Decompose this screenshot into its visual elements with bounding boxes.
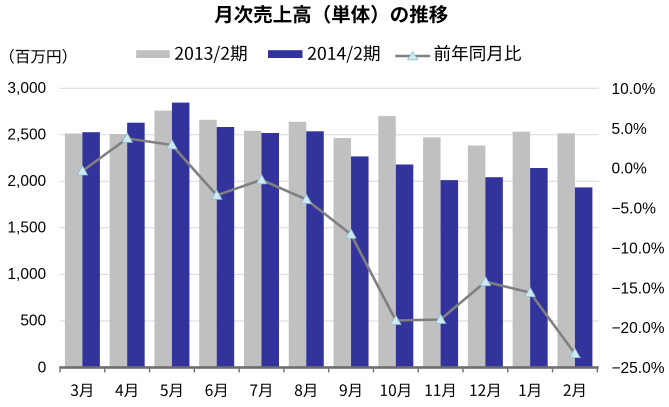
- svg-text:−10.0%: −10.0%: [612, 240, 665, 257]
- svg-text:5.0%: 5.0%: [612, 121, 648, 138]
- svg-text:0.0%: 0.0%: [612, 161, 648, 178]
- svg-text:−15.0%: −15.0%: [612, 280, 665, 297]
- svg-text:−20.0%: −20.0%: [612, 320, 665, 337]
- svg-text:1,500: 1,500: [7, 220, 46, 237]
- svg-text:2,000: 2,000: [7, 173, 46, 190]
- svg-text:10.0%: 10.0%: [612, 81, 656, 98]
- svg-text:3,000: 3,000: [7, 80, 46, 97]
- svg-text:500: 500: [20, 313, 46, 330]
- svg-text:1,000: 1,000: [7, 266, 46, 283]
- svg-text:2,500: 2,500: [7, 127, 46, 144]
- svg-text:0: 0: [38, 359, 47, 376]
- svg-text:−25.0%: −25.0%: [612, 360, 665, 377]
- svg-text:−5.0%: −5.0%: [612, 201, 657, 218]
